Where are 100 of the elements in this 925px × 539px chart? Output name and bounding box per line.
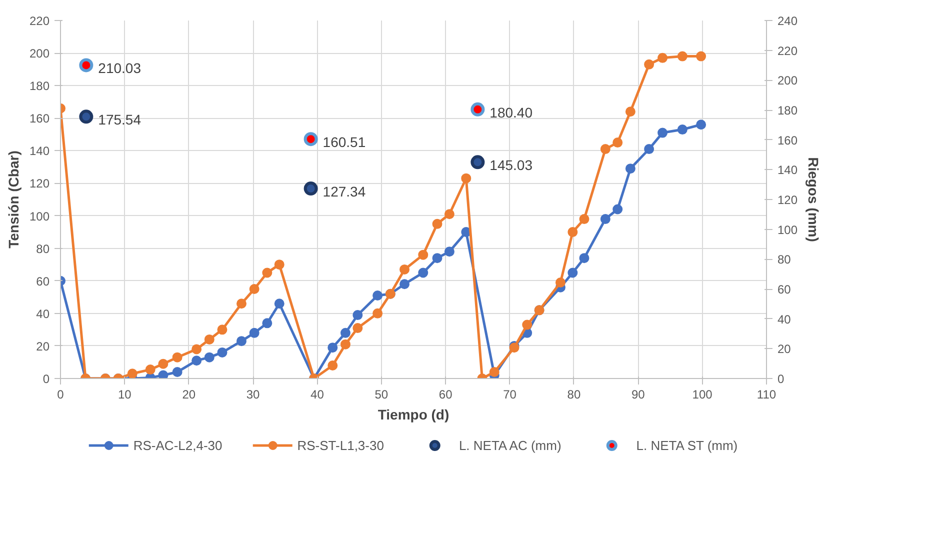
point <box>262 318 272 328</box>
y-tick-label: 120 <box>29 176 50 191</box>
y2-tick-label: 240 <box>778 14 798 28</box>
y2-axis-title: Riegos (mm) <box>806 157 822 242</box>
point <box>696 120 706 130</box>
point <box>555 278 566 288</box>
point <box>274 298 284 309</box>
point <box>304 132 318 146</box>
point <box>400 279 410 290</box>
point <box>192 356 202 366</box>
data-label: 180.40 <box>490 104 533 120</box>
y2-tick-label: 60 <box>778 282 792 296</box>
point <box>658 128 668 138</box>
x-tick-label: 60 <box>438 388 453 402</box>
y2-tick-label: 120 <box>778 193 798 207</box>
y2-tick-label: 0 <box>778 372 784 386</box>
point <box>372 308 383 318</box>
point <box>612 138 623 148</box>
point <box>658 52 668 63</box>
point <box>418 268 428 278</box>
y-axis-title: Tensión (Cbar) <box>5 150 22 248</box>
point <box>79 58 94 72</box>
legend-label: L. NETA AC (mm) <box>458 438 562 452</box>
point <box>579 253 590 264</box>
point <box>696 51 706 62</box>
point <box>158 358 168 369</box>
y-tick-label: 40 <box>36 306 50 321</box>
point <box>372 290 383 300</box>
x-tick-label: 70 <box>503 388 517 402</box>
point <box>352 310 363 320</box>
data-label: 145.03 <box>490 157 533 174</box>
y-tick-label: 100 <box>29 209 50 224</box>
point <box>522 320 532 330</box>
y-tick-label: 160 <box>29 112 50 126</box>
point <box>625 164 636 174</box>
point <box>600 144 610 154</box>
data-label: 160.51 <box>322 134 366 150</box>
x-tick-label: 80 <box>567 388 581 402</box>
y2-tick-label: 100 <box>778 222 798 237</box>
point <box>677 124 688 135</box>
point <box>304 182 318 196</box>
point <box>444 209 454 220</box>
y-tick-label: 20 <box>36 339 50 354</box>
point <box>340 339 350 350</box>
point <box>274 260 284 270</box>
point <box>145 364 156 375</box>
y2-tick-label: 160 <box>778 133 798 148</box>
legend-label: L. NETA ST (mm) <box>636 438 738 452</box>
legend-label: RS-ST-L1,3-30 <box>297 438 384 452</box>
point <box>612 204 623 214</box>
point <box>204 334 214 344</box>
point <box>470 155 485 170</box>
point <box>677 51 688 62</box>
y2-tick-label: 200 <box>778 74 798 88</box>
y-tick-label: 80 <box>36 242 50 256</box>
point <box>172 352 182 362</box>
point <box>432 253 442 264</box>
y2-tick-label: 180 <box>778 104 798 118</box>
point <box>418 250 428 260</box>
x-tick-label: 40 <box>310 388 324 402</box>
point <box>158 370 168 378</box>
x-tick-label: 30 <box>246 388 260 402</box>
y-tick-label: 180 <box>29 79 50 94</box>
point <box>579 214 590 224</box>
point <box>444 246 454 257</box>
x-tick-label: 0 <box>57 388 64 402</box>
point <box>204 352 214 362</box>
point <box>568 227 578 238</box>
point <box>352 323 363 334</box>
point <box>217 324 228 335</box>
y-tick-label: 200 <box>29 46 50 61</box>
point <box>600 214 610 224</box>
point <box>328 342 338 353</box>
y2-tick-label: 20 <box>778 342 792 356</box>
point <box>79 110 94 124</box>
y2-tick-label: 80 <box>778 252 792 267</box>
x-axis-title: Tiempo (d) <box>378 406 450 422</box>
point <box>249 284 260 294</box>
point <box>644 59 654 70</box>
point <box>432 218 442 229</box>
data-label: 210.03 <box>98 60 142 76</box>
y-tick-label: 60 <box>36 274 50 288</box>
point <box>127 368 138 378</box>
x-tick-label: 90 <box>631 388 646 402</box>
point <box>400 264 410 274</box>
x-tick-label: 100 <box>692 388 713 402</box>
point <box>489 367 500 377</box>
point <box>461 173 472 184</box>
point <box>192 344 202 354</box>
y2-tick-label: 140 <box>778 163 798 178</box>
point <box>328 360 338 370</box>
x-tick-label: 50 <box>374 388 388 402</box>
x-tick-label: 20 <box>182 388 196 402</box>
point <box>236 298 246 309</box>
point <box>340 328 350 338</box>
point <box>470 102 485 116</box>
x-tick-label: 110 <box>756 388 776 402</box>
x-tick-label: 10 <box>118 388 132 402</box>
y-tick-label: 140 <box>29 144 50 158</box>
point <box>217 347 228 358</box>
